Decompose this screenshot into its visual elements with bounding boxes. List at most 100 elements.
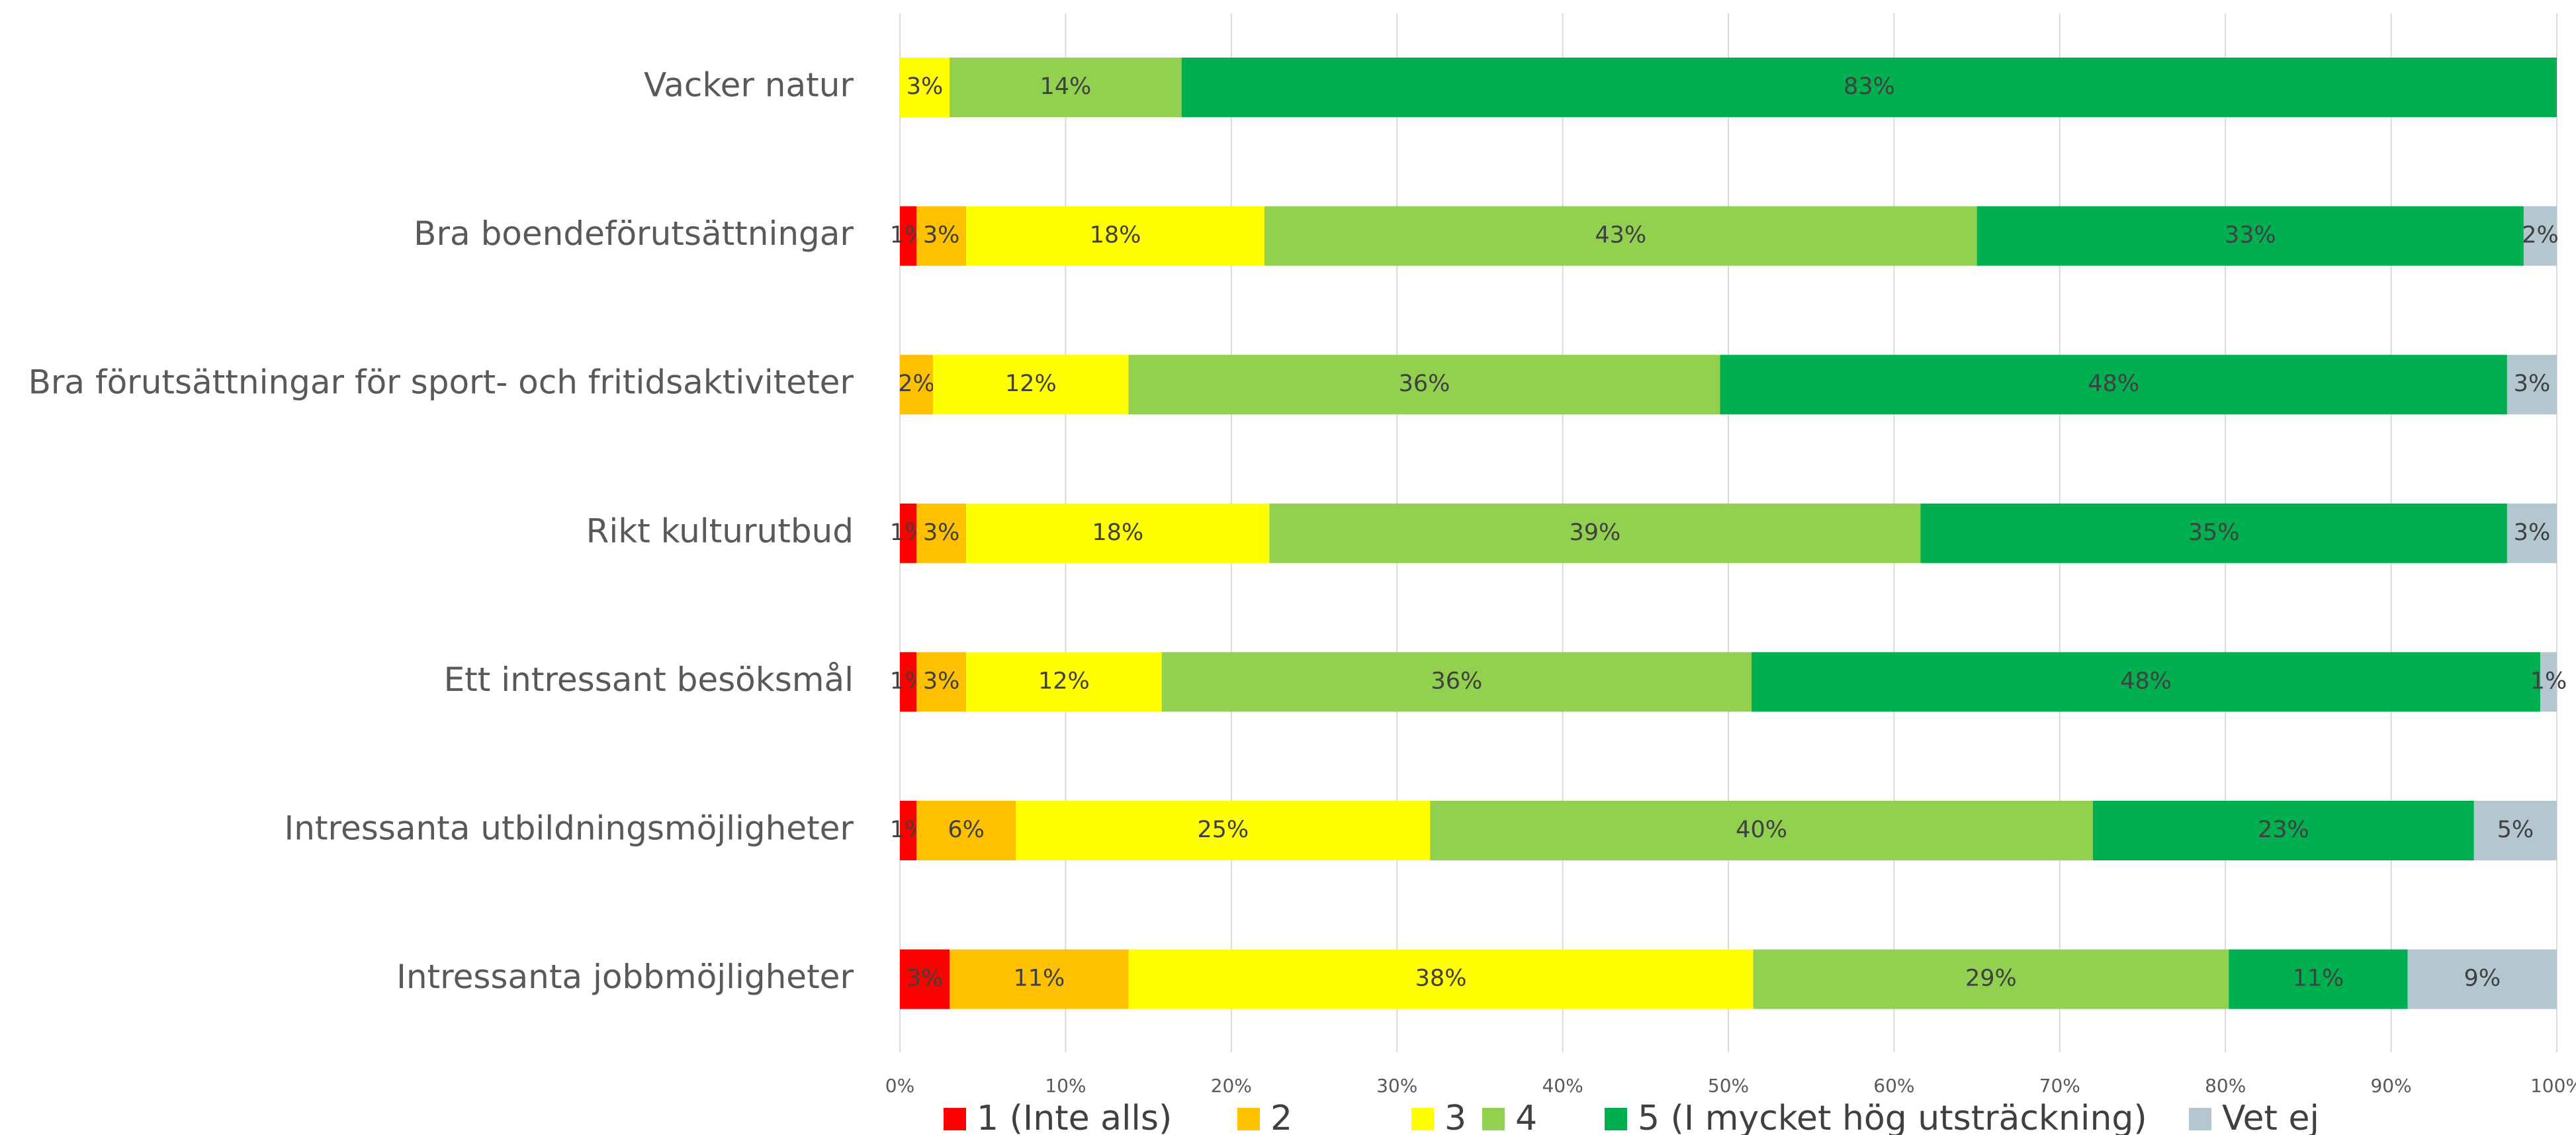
bar-segment bbox=[900, 206, 917, 266]
data-label: 18% bbox=[1092, 520, 1143, 546]
category-label: Intressanta jobbmöjligheter bbox=[396, 958, 854, 996]
bar-segment bbox=[916, 652, 967, 712]
data-label: 9% bbox=[2464, 966, 2501, 992]
legend-swatch bbox=[1411, 1108, 1434, 1130]
x-tick-label: 80% bbox=[2205, 1075, 2246, 1097]
x-tick-label: 10% bbox=[1045, 1075, 1086, 1097]
data-label: 36% bbox=[1431, 668, 1482, 694]
data-label: 23% bbox=[2258, 817, 2309, 843]
legend-label: 3 bbox=[1444, 1099, 1466, 1135]
data-label: 5% bbox=[2497, 817, 2534, 843]
bar-segment bbox=[1181, 58, 2557, 117]
bar-segment bbox=[916, 801, 1016, 860]
data-label: 48% bbox=[2120, 668, 2172, 694]
legend-label: 5 (I mycket hög utsträckning) bbox=[1638, 1099, 2147, 1135]
bar-segment bbox=[966, 206, 1265, 266]
category-label: Rikt kulturutbud bbox=[586, 512, 854, 550]
legend-swatch bbox=[944, 1108, 966, 1130]
data-label: 3% bbox=[923, 668, 960, 694]
bar-segment bbox=[2507, 355, 2557, 415]
x-tick-label: 30% bbox=[1376, 1075, 1417, 1097]
bar-segment bbox=[1269, 503, 1921, 563]
bar-segment bbox=[916, 503, 967, 563]
data-label: 14% bbox=[1040, 73, 1092, 100]
bar-segment bbox=[1920, 503, 2507, 563]
bar-segment bbox=[1128, 355, 1720, 415]
bar-segment bbox=[966, 503, 1270, 563]
data-label: 36% bbox=[1399, 371, 1450, 397]
data-label: 83% bbox=[1843, 73, 1895, 100]
bar-segment bbox=[1720, 355, 2507, 415]
legend-swatch bbox=[2189, 1108, 2211, 1130]
data-label: 35% bbox=[2188, 520, 2240, 546]
bar-segment bbox=[1264, 206, 1977, 266]
data-label: 40% bbox=[1736, 817, 1787, 843]
bar-segment bbox=[2407, 949, 2557, 1009]
bar-segment bbox=[950, 58, 1182, 117]
legend-swatch bbox=[1237, 1108, 1260, 1130]
bar-segment bbox=[2523, 206, 2557, 266]
bar-segment bbox=[2540, 652, 2557, 712]
bar-segment bbox=[950, 949, 1129, 1009]
bar-segment bbox=[1752, 652, 2540, 712]
bar-segment bbox=[966, 652, 1162, 712]
legend-swatch bbox=[1605, 1108, 1627, 1130]
legend-label: Vet ej bbox=[2222, 1099, 2319, 1135]
data-label: 2% bbox=[2522, 222, 2559, 249]
data-label: 6% bbox=[948, 817, 985, 843]
category-label: Bra boendeförutsättningar bbox=[414, 214, 854, 253]
bar-segment bbox=[1976, 206, 2524, 266]
bar-segment bbox=[900, 503, 917, 563]
bar-segment bbox=[1128, 949, 1754, 1009]
x-tick-label: 90% bbox=[2370, 1075, 2411, 1097]
data-label: 3% bbox=[907, 966, 944, 992]
data-label: 39% bbox=[1570, 520, 1621, 546]
data-label: 3% bbox=[2514, 371, 2551, 397]
x-tick-label: 0% bbox=[885, 1075, 914, 1097]
data-label: 33% bbox=[2225, 222, 2276, 249]
data-label: 29% bbox=[1965, 966, 2017, 992]
category-label: Vacker natur bbox=[644, 66, 854, 105]
bar-segment bbox=[900, 801, 917, 860]
bar-segment bbox=[916, 206, 967, 266]
data-label: 11% bbox=[1013, 966, 1065, 992]
category-label: Intressanta utbildningsmöjligheter bbox=[284, 809, 854, 848]
bar-segment bbox=[2092, 801, 2474, 860]
data-label: 11% bbox=[2293, 966, 2344, 992]
bar-segment bbox=[900, 58, 950, 117]
data-label: 12% bbox=[1038, 668, 1090, 694]
category-label: Bra förutsättningar för sport- och friti… bbox=[28, 363, 854, 402]
x-tick-label: 60% bbox=[1873, 1075, 1914, 1097]
legend-label: 2 bbox=[1270, 1099, 1292, 1135]
bar-segment bbox=[900, 949, 950, 1009]
x-tick-label: 100% bbox=[2530, 1075, 2576, 1097]
x-tick-label: 70% bbox=[2039, 1075, 2080, 1097]
bar-segment bbox=[900, 355, 934, 415]
bar-segment bbox=[1016, 801, 1431, 860]
legend-swatch bbox=[1482, 1108, 1505, 1130]
x-tick-label: 20% bbox=[1211, 1075, 1252, 1097]
bar-segment bbox=[1161, 652, 1752, 712]
x-tick-label: 50% bbox=[1708, 1075, 1749, 1097]
data-label: 3% bbox=[2514, 520, 2551, 546]
data-label: 2% bbox=[898, 371, 935, 397]
data-label: 48% bbox=[2088, 371, 2139, 397]
data-label: 1% bbox=[2530, 668, 2567, 694]
data-label: 12% bbox=[1005, 371, 1057, 397]
data-label: 3% bbox=[923, 520, 960, 546]
legend-label: 4 bbox=[1515, 1099, 1537, 1135]
x-tick-label: 40% bbox=[1542, 1075, 1583, 1097]
bar-segment bbox=[1753, 949, 2229, 1009]
data-label: 18% bbox=[1090, 222, 1141, 249]
data-label: 38% bbox=[1415, 966, 1467, 992]
bar-segment bbox=[1430, 801, 2093, 860]
data-label: 3% bbox=[923, 222, 960, 249]
data-label: 25% bbox=[1197, 817, 1249, 843]
data-label: 3% bbox=[907, 73, 944, 100]
category-label: Ett intressant besöksmål bbox=[444, 660, 854, 699]
bar-segment bbox=[2473, 801, 2557, 860]
bar-segment bbox=[2229, 949, 2408, 1009]
bar-segment bbox=[900, 652, 917, 712]
